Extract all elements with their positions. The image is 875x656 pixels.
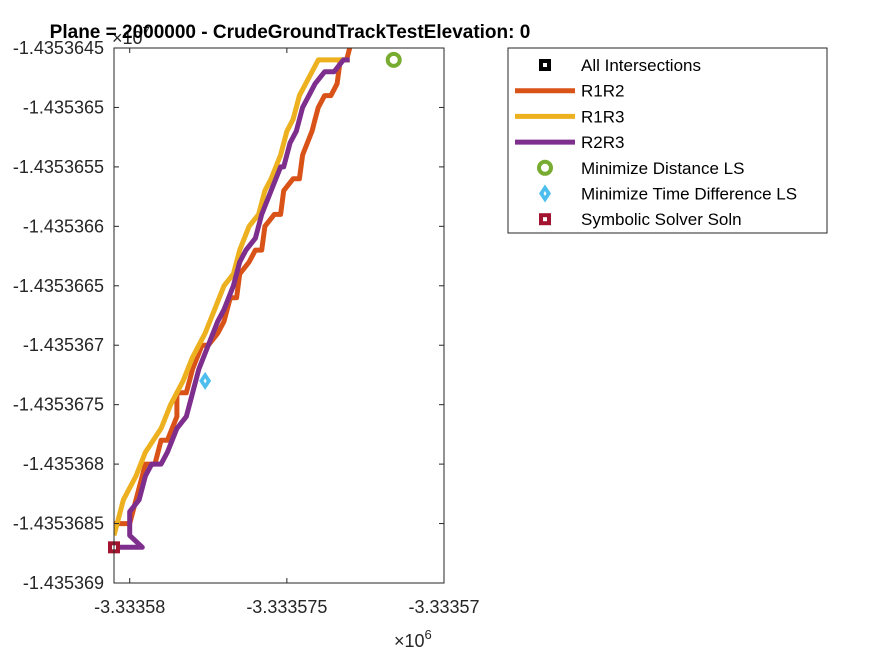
legend-item-r1r3[interactable]: R1R3	[515, 107, 624, 126]
y-axis: -1.4353645 -1.435365 -1.4353655 -1.435366 -1…	[13, 38, 444, 593]
x-axis: -3.33358 -3.333575 -3.33357	[94, 48, 480, 617]
y-tick-label: -1.4353655	[13, 157, 104, 177]
legend-label: R1R2	[581, 82, 624, 101]
y-tick-label: -1.435368	[23, 454, 104, 474]
legend[interactable]: All Intersections R1R2 R1R3 R2R3 Minimize Di…	[507, 47, 828, 234]
legend-item-symbolic-solver-soln[interactable]: Symbolic Solver Soln	[539, 210, 742, 229]
y-tick-label: -1.4353645	[13, 38, 104, 58]
x-tick-label: -3.333575	[246, 597, 327, 617]
y-exponent-label: ×107	[112, 24, 150, 48]
plot-area	[114, 48, 444, 583]
legend-label: All Intersections	[581, 56, 701, 75]
legend-swatch	[539, 213, 551, 226]
series-line-r1r2	[114, 48, 353, 527]
y-tick-label: -1.4353685	[13, 514, 104, 534]
legend-swatch	[539, 184, 551, 203]
legend-label: R2R3	[581, 133, 624, 152]
legend-swatch	[539, 59, 551, 71]
x-tick-label: -3.33357	[408, 597, 479, 617]
legend-item-r2r3[interactable]: R2R3	[515, 133, 624, 152]
y-tick-label: -1.4353665	[13, 276, 104, 296]
legend-item-minimize-time-difference-ls[interactable]: Minimize Time Difference LS	[539, 184, 797, 204]
axes-box	[113, 47, 445, 584]
y-tick-label: -1.435365	[23, 97, 104, 117]
legend-item-all-intersections[interactable]: All Intersections	[539, 56, 701, 75]
chart-title: Plane = 2000000 - CrudeGroundTrackTestEl…	[50, 22, 531, 43]
marker-minimize-distance-ls	[385, 51, 402, 68]
marker-minimize-time-difference-ls	[199, 371, 212, 390]
legend-label: Minimize Distance LS	[581, 159, 744, 178]
y-tick-label: -1.4353675	[13, 395, 104, 415]
y-tick-label: -1.435369	[23, 573, 104, 593]
legend-label: R1R3	[581, 107, 624, 126]
y-tick-label: -1.435366	[23, 216, 104, 236]
series-line-r2r3	[114, 57, 350, 550]
legend-label: Minimize Time Difference LS	[581, 185, 797, 204]
series-layer	[114, 48, 353, 550]
series-line-r1r3	[114, 57, 350, 537]
legend-item-minimize-distance-ls[interactable]: Minimize Distance LS	[537, 159, 744, 178]
x-exponent-label: ×106	[394, 627, 432, 651]
legend-label: Symbolic Solver Soln	[581, 210, 742, 229]
legend-item-r1r2[interactable]: R1R2	[515, 82, 624, 101]
x-tick-label: -3.33358	[94, 597, 165, 617]
legend-swatch	[537, 159, 553, 176]
y-tick-label: -1.435367	[23, 335, 104, 355]
